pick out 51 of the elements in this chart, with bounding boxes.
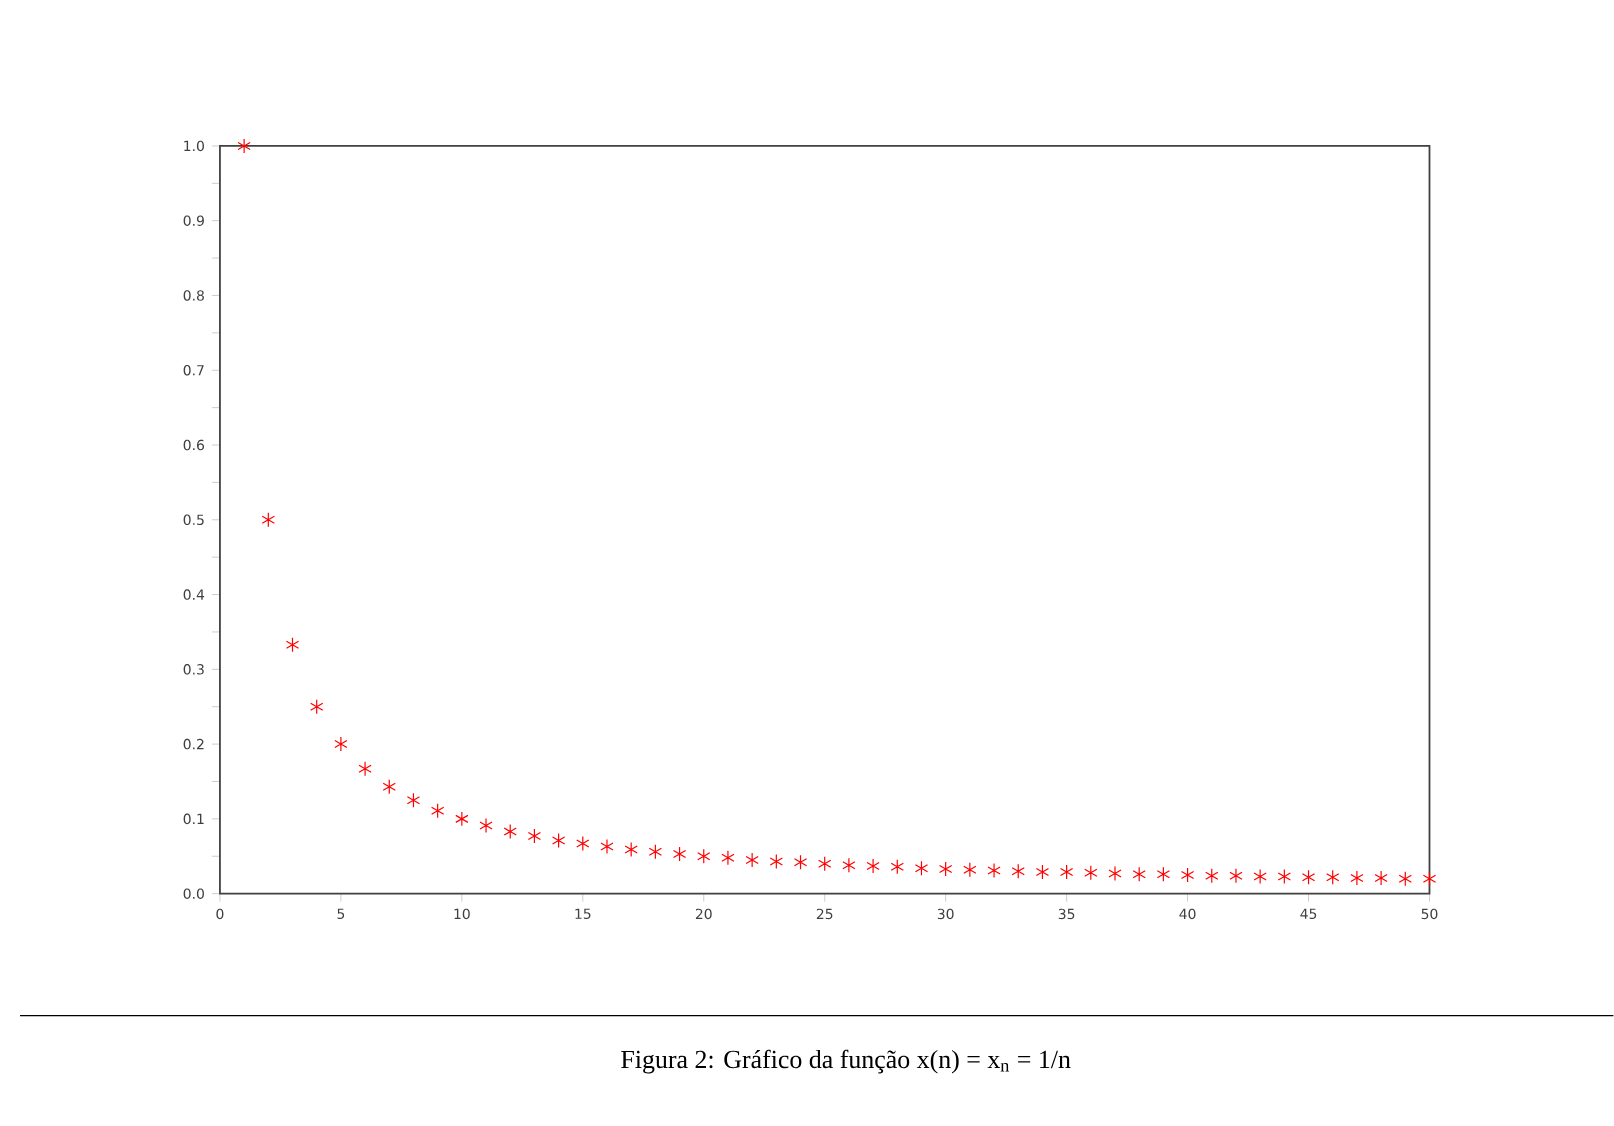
point — [1084, 865, 1098, 881]
point — [914, 860, 929, 877]
point — [769, 854, 783, 870]
point — [237, 138, 251, 154]
point — [1422, 871, 1437, 887]
point — [890, 859, 904, 875]
point — [987, 863, 1001, 879]
point — [939, 861, 953, 877]
point — [672, 846, 687, 862]
point — [1011, 863, 1025, 880]
point — [866, 858, 880, 874]
point — [1326, 869, 1340, 886]
point — [358, 761, 372, 777]
point — [1180, 867, 1195, 883]
point — [1253, 869, 1267, 885]
point — [430, 803, 445, 819]
point — [576, 836, 590, 852]
point — [1277, 869, 1291, 885]
point — [1301, 869, 1316, 886]
point — [1156, 866, 1171, 883]
point — [1035, 864, 1050, 880]
point — [455, 811, 469, 827]
point — [527, 828, 542, 844]
point — [1350, 870, 1364, 886]
point — [261, 512, 275, 528]
point — [600, 839, 614, 855]
point — [721, 850, 735, 866]
point — [334, 736, 348, 752]
point — [503, 824, 517, 840]
point — [406, 792, 421, 808]
point — [1132, 866, 1146, 883]
point — [963, 862, 977, 878]
point — [479, 818, 493, 834]
point — [1059, 864, 1074, 880]
point — [285, 637, 300, 653]
point — [1229, 868, 1243, 884]
point — [648, 844, 663, 860]
point — [818, 856, 832, 872]
point — [1374, 870, 1388, 886]
point — [1398, 871, 1412, 887]
point — [842, 857, 856, 874]
point — [310, 699, 324, 715]
point — [1108, 866, 1122, 882]
text: Figura 2: Gráfico da função x(n) = x$_{n}$ = 1/n — [621, 1049, 1071, 1074]
point — [793, 854, 808, 871]
point — [1205, 868, 1219, 884]
point — [382, 779, 396, 795]
point — [624, 842, 638, 858]
point — [551, 833, 566, 849]
point — [697, 848, 711, 865]
point — [745, 852, 759, 868]
